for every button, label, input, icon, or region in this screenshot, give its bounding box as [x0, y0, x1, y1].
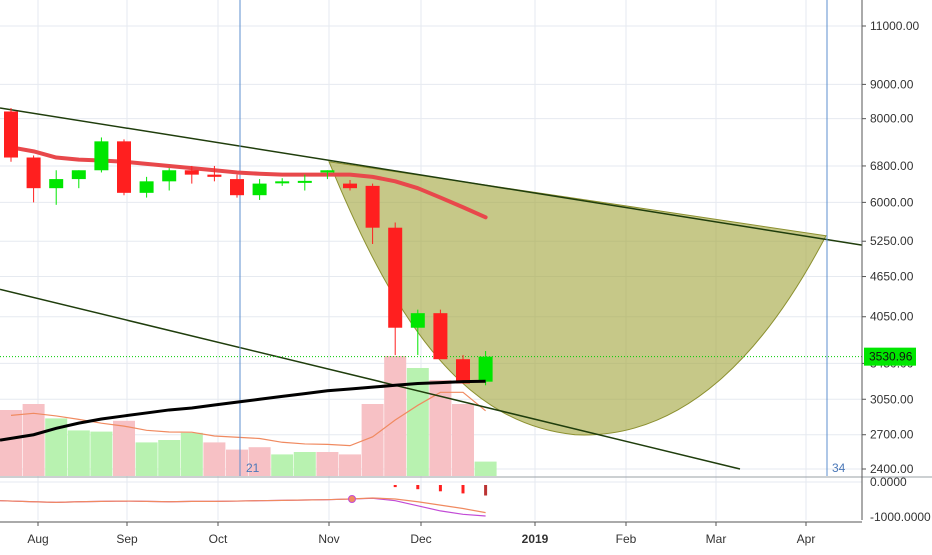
time-tick-label: Dec: [410, 532, 431, 546]
candle-up: [162, 170, 177, 182]
volume-bar: [339, 454, 361, 476]
volume-bar: [474, 461, 497, 476]
volume-bar: [271, 454, 294, 476]
candle-down: [26, 157, 41, 189]
price-tick-label: 4050.00: [870, 310, 914, 324]
time-tick-label: Nov: [318, 532, 339, 546]
candle-up: [320, 170, 335, 173]
volume-bar: [316, 452, 339, 476]
volume-bar: [22, 404, 45, 476]
candle-down: [230, 179, 244, 196]
indicator-histogram-bar: [484, 485, 488, 496]
current-price-badge: [864, 347, 916, 366]
marker-label-34: 34: [832, 461, 846, 475]
volume-bar: [248, 447, 271, 476]
red-moving-average: [9, 145, 488, 220]
candle-down: [117, 141, 131, 193]
time-tick-label: Oct: [209, 532, 228, 546]
candle-up: [410, 313, 425, 328]
time-tick-label: Sep: [116, 532, 138, 546]
price-tick-label: 9000.00: [870, 77, 914, 91]
candle-up: [478, 356, 493, 382]
indicator-line-b: [0, 497, 486, 514]
candle-down: [365, 185, 380, 228]
upper-trendline: [0, 107, 863, 246]
volume-bar: [180, 432, 203, 476]
black-moving-average: [0, 379, 486, 442]
volume-bar: [113, 420, 135, 476]
candle-down: [456, 359, 470, 384]
candle-down: [343, 183, 357, 189]
candle-up: [252, 183, 267, 196]
volume-bar: [158, 440, 181, 476]
indicator-cross-marker: [348, 495, 356, 503]
candle-down: [388, 227, 403, 328]
candle-down: [207, 174, 222, 177]
candle-up: [297, 180, 312, 183]
time-tick-label: Aug: [27, 532, 48, 546]
time-tick-label: Mar: [706, 532, 727, 546]
price-tick-label: 2400.00: [870, 462, 914, 476]
time-tick-label: Apr: [797, 532, 816, 546]
volume-bar: [90, 431, 113, 476]
volume-bar: [226, 449, 248, 476]
candle-down: [433, 313, 448, 360]
marker-label-21: 21: [246, 461, 260, 475]
indicator-histogram-bar: [393, 485, 397, 488]
candle-up: [94, 141, 109, 171]
lower-trendline: [0, 288, 741, 470]
volume-bar: [361, 404, 384, 476]
volume-bar: [0, 410, 22, 476]
price-tick-label: 3050.00: [870, 392, 914, 406]
time-tick-label: Feb: [616, 532, 637, 546]
price-tick-label: 8000.00: [870, 112, 914, 126]
volume-bar: [67, 430, 90, 476]
candle-down: [184, 170, 199, 175]
volume-bar: [293, 452, 316, 476]
price-tick-label: 6000.00: [870, 195, 914, 209]
indicator-tick-label: -1000.0000: [870, 510, 931, 524]
volume-bar: [429, 380, 452, 476]
indicator-histogram-bar: [461, 485, 465, 494]
indicator-histogram-bar: [416, 485, 420, 490]
price-tick-label: 5250.00: [870, 234, 914, 248]
price-tick-label: 2700.00: [870, 428, 914, 442]
volume-bar: [384, 356, 407, 476]
volume-bar: [45, 418, 68, 476]
current-price-label: 3530.96: [869, 350, 913, 364]
price-tick-label: 6800.00: [870, 159, 914, 173]
volume-bar: [203, 442, 226, 476]
volume-bar: [406, 368, 429, 476]
candle-up: [71, 170, 86, 180]
price-tick-label: 4650.00: [870, 270, 914, 284]
volume-bar: [452, 404, 474, 476]
indicator-histogram-bar: [438, 485, 442, 492]
volume-bar: [135, 442, 158, 476]
candle-up: [275, 181, 290, 184]
candle-up: [49, 179, 64, 189]
candle-down: [4, 111, 18, 158]
candle-up: [139, 181, 154, 193]
time-tick-label: 2019: [522, 532, 549, 546]
indicator-tick-label: 0.0000: [870, 475, 907, 489]
price-tick-label: 11000.00: [870, 19, 919, 33]
